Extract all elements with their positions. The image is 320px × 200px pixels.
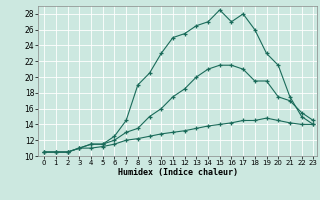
X-axis label: Humidex (Indice chaleur): Humidex (Indice chaleur) — [118, 168, 238, 177]
